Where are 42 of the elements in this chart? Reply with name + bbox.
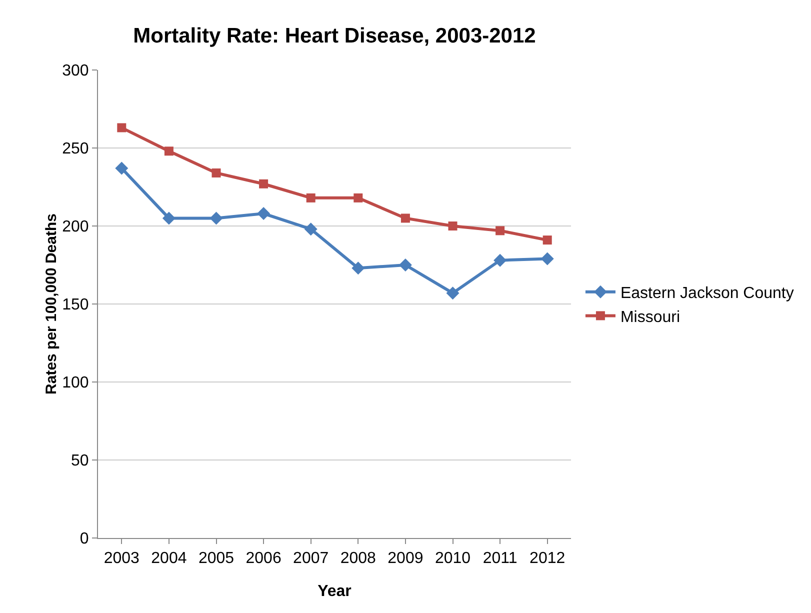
point (162, 212, 176, 225)
y-tick-label: 250 (62, 140, 89, 158)
x-tick-label: 2003 (104, 550, 140, 568)
y-tick-label: 200 (62, 218, 89, 236)
y-tick-label: 100 (62, 374, 89, 392)
point (259, 179, 268, 188)
x-tick-label: 2006 (246, 550, 282, 568)
point (448, 222, 458, 230)
point (304, 222, 318, 236)
point (115, 162, 128, 175)
point (494, 254, 507, 267)
point (212, 168, 221, 178)
x-tick-label: 2004 (151, 550, 187, 568)
point (354, 193, 363, 202)
x-axis-title: Year (318, 583, 352, 600)
x-tick-label: 2010 (434, 550, 471, 568)
point (352, 262, 365, 275)
y-tick-label: 300 (62, 62, 89, 80)
y-tick-label: 50 (71, 452, 89, 470)
point (542, 236, 552, 245)
point (306, 193, 316, 202)
x-tick-label: 2007 (293, 550, 329, 568)
y-axis-title: Rates per 100,000 Deaths (43, 214, 60, 394)
point (210, 212, 223, 225)
point (446, 286, 460, 300)
x-tick-label: 2012 (530, 550, 566, 568)
x-tick-label: 2008 (340, 550, 376, 568)
legend-label: Missouri (620, 308, 680, 326)
point (257, 207, 270, 220)
x-tick-label: 2005 (198, 550, 234, 568)
point (540, 252, 554, 266)
point (117, 123, 126, 132)
x-tick-label: 2009 (388, 550, 424, 568)
point (496, 226, 505, 236)
y-tick-label: 150 (62, 296, 89, 314)
point (400, 214, 410, 223)
x-tick-label: 2011 (482, 550, 518, 568)
legend-label: Eastern Jackson County (620, 285, 794, 302)
chart-title: Mortality Rate: Heart Disease, 2003-2012 (133, 24, 536, 48)
point (164, 146, 174, 156)
point (398, 258, 412, 272)
y-tick-label: 0 (80, 530, 89, 548)
